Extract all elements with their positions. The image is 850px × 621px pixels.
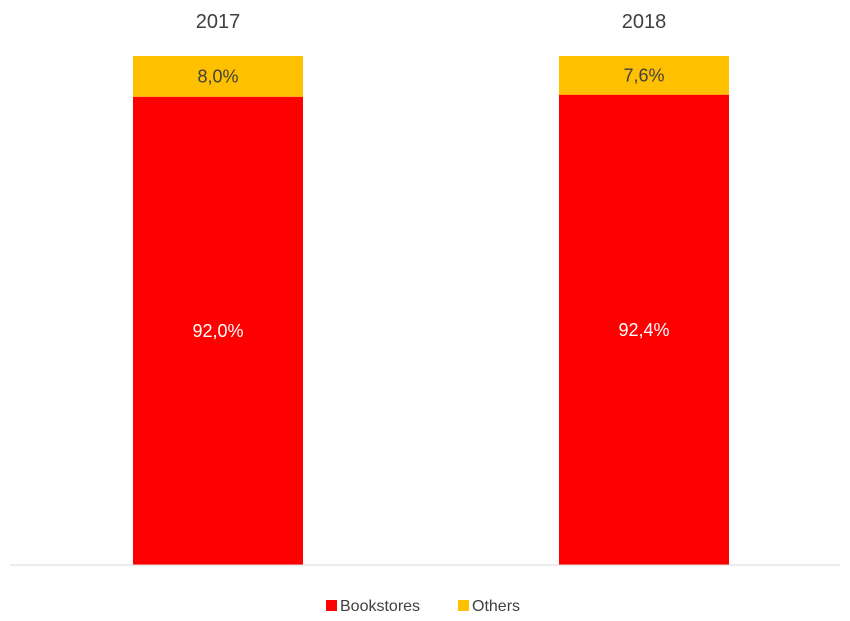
data-label-others-2017: 8,0% bbox=[197, 66, 238, 86]
category-label-2017: 2017 bbox=[196, 11, 241, 33]
segment-labels-group: 92,0% 8,0% 92,4% 7,6% bbox=[192, 65, 669, 341]
bar-others-2017 bbox=[133, 56, 303, 97]
legend-label-others: Others bbox=[472, 598, 520, 615]
bar-bookstores-2018 bbox=[559, 94, 729, 566]
legend-label-bookstores: Bookstores bbox=[340, 598, 420, 615]
bar-bookstores-2017 bbox=[133, 96, 303, 565]
legend: Bookstores Others bbox=[326, 598, 520, 615]
bars-group bbox=[133, 56, 729, 566]
data-label-bookstores-2017: 92,0% bbox=[192, 321, 243, 341]
data-label-bookstores-2018: 92,4% bbox=[618, 320, 669, 340]
bar-others-2018 bbox=[559, 56, 729, 95]
category-label-2018: 2018 bbox=[622, 11, 667, 33]
legend-swatch-others bbox=[458, 600, 469, 611]
legend-swatch-bookstores bbox=[326, 600, 337, 611]
data-label-others-2018: 7,6% bbox=[623, 65, 664, 85]
category-labels-group: 2017 2018 bbox=[196, 11, 667, 33]
